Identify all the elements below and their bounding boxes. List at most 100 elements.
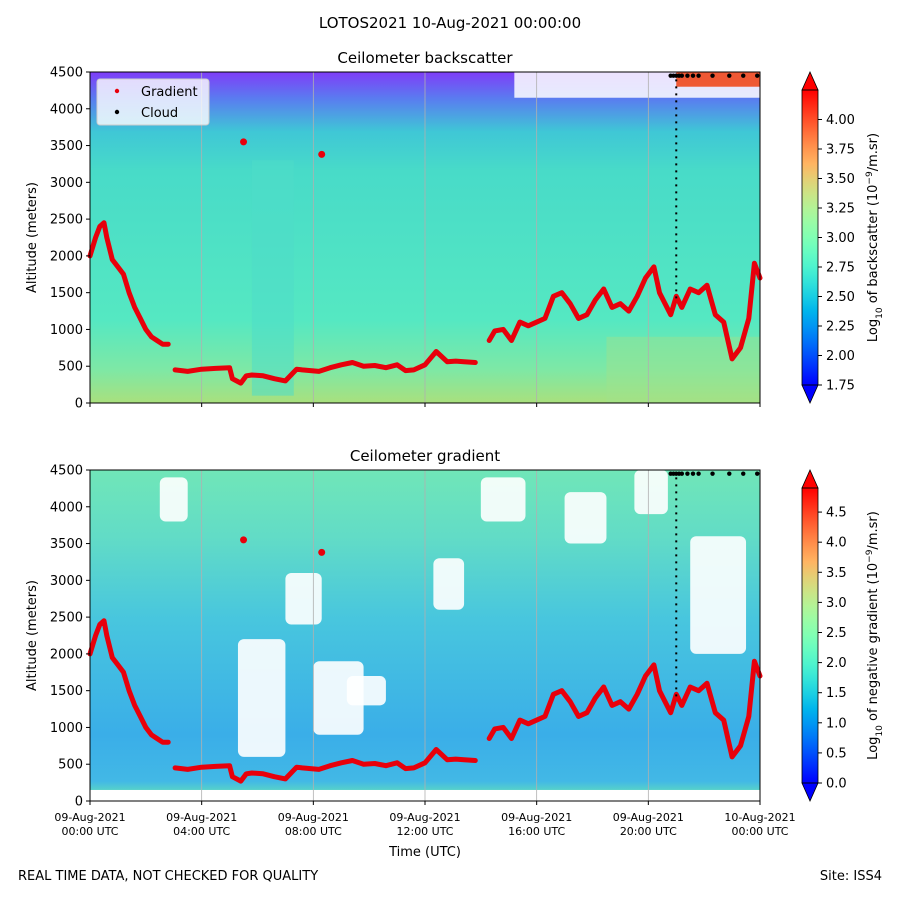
gradient-x-tick-date: 09-Aug-2021 (166, 811, 237, 824)
backscatter-colorbar-tick-label: 3.75 (826, 143, 855, 158)
gradient-colorbar-body (802, 488, 818, 783)
gradient-colorbar-max-extend (801, 469, 819, 489)
gradient-x-tick-date: 09-Aug-2021 (501, 811, 572, 824)
backscatter-gradient-series (87, 220, 171, 347)
gradient-x-tick-date: 09-Aug-2021 (278, 811, 349, 824)
backscatter-colorbar-tick-label: 3.00 (826, 231, 855, 246)
gradient-gradient-series (486, 658, 763, 760)
gradient-colorbar-frame (801, 487, 819, 784)
backscatter-y-tick-label: 0 (75, 397, 83, 412)
backscatter-late-layer (606, 336, 760, 403)
legend: Gradient Cloud (96, 78, 210, 126)
gradient-colorbar-tick-label: 3.5 (826, 566, 847, 581)
backscatter-colorbar-tick-label: 2.50 (826, 290, 855, 305)
legend-marker-cloud (114, 109, 120, 115)
gradient-gradient-point (240, 536, 248, 544)
gradient-colorbar-tick-label: 2.0 (826, 656, 847, 671)
backscatter-cloud-point (727, 73, 732, 78)
backscatter-colorbar-tick-label: 2.75 (826, 261, 855, 276)
backscatter-y-tick-label: 4500 (50, 66, 83, 81)
backscatter-plume (251, 160, 294, 396)
gradient-gradient-series (172, 747, 478, 784)
backscatter-cloud-point (690, 73, 696, 78)
backscatter-cloud-point (679, 73, 685, 78)
backscatter-y-tick-label: 3500 (50, 139, 83, 154)
gradient-y-tick-label: 1500 (50, 684, 83, 699)
backscatter-y-tick-label: 500 (58, 360, 83, 375)
gradient-colorbar-label: Log10 of negative gradient (10−9/m.sr) (865, 511, 885, 760)
gradient-masked-region (480, 477, 526, 522)
gradient-masked-region (346, 675, 386, 706)
backscatter-cloud-point (741, 73, 746, 78)
figure-title: LOTOS2021 10-Aug-2021 00:00:00 (318, 14, 582, 32)
gradient-colorbar-tick-label: 4.5 (826, 506, 847, 521)
gradient-y-tick-label: 2500 (50, 611, 83, 626)
gradient-colorbar: 0.0 0.5 1.0 1.5 2.0 2.5 3.0 3.5 4.0 4.5 Log10 of n… (801, 469, 885, 802)
gradient-x-tick-time: 20:00 UTC (620, 825, 677, 838)
gradient-y-tick-label: 3500 (50, 537, 83, 552)
gradient-colorbar-min-extend (801, 782, 819, 802)
quality-disclaimer: REAL TIME DATA, NOT CHECKED FOR QUALITY (18, 869, 319, 884)
gradient-cloud-point (690, 471, 696, 476)
gradient-gradient-series (87, 618, 171, 745)
gradient-y-tick-label: 2000 (50, 647, 83, 662)
backscatter-y-tick-label: 2000 (50, 249, 83, 264)
gradient-colorbar-tick-label: 0.0 (826, 777, 847, 792)
gradient-y-tick-label: 1000 (50, 721, 83, 736)
backscatter-gradient-series (486, 260, 763, 362)
backscatter-gradient-point (240, 138, 248, 146)
gradient-x-tick-time: 16:00 UTC (508, 825, 565, 838)
gradient-cloud-point (755, 471, 760, 476)
gradient-colorbar-tick-label: 1.0 (826, 716, 847, 731)
backscatter-colorbar-label: Log10 of backscatter (10−9/m.sr) (865, 133, 885, 342)
gradient-masked-region (564, 492, 607, 544)
gradient-y-tick-label: 4000 (50, 500, 83, 515)
gradient-x-tick-date: 09-Aug-2021 (54, 811, 125, 824)
backscatter-colorbar-tick-label: 4.00 (826, 113, 855, 128)
backscatter-colorbar-tick-label: 3.50 (826, 172, 855, 187)
gradient-cloud-point (710, 471, 715, 476)
backscatter-gradient-series (172, 349, 478, 386)
gradient-masked-region (690, 536, 747, 654)
legend-box (96, 78, 210, 126)
backscatter-cloud-point (696, 73, 701, 78)
backscatter-y-axis-label: Altitude (meters) (25, 182, 40, 293)
backscatter-y-tick-label: 1500 (50, 286, 83, 301)
gradient-cloud-point (727, 471, 732, 476)
backscatter-colorbar-tick-label: 1.75 (826, 379, 855, 394)
gradient-cloud-point (685, 471, 690, 476)
gradient-masked-region (634, 470, 668, 515)
site-label: Site: ISS4 (819, 869, 882, 884)
gradient-title: Ceilometer gradient (350, 447, 500, 465)
gradient-cloud-point (741, 471, 746, 476)
gradient-x-tick-date: 09-Aug-2021 (389, 811, 460, 824)
backscatter-colorbar-body (802, 90, 818, 385)
gradient-x-tick-time: 00:00 UTC (731, 825, 788, 838)
gradient-colorbar-tick-label: 0.5 (826, 746, 847, 761)
backscatter-colorbar-tick-label: 2.25 (826, 320, 855, 335)
legend-label-gradient: Gradient (141, 85, 198, 100)
backscatter-title: Ceilometer backscatter (337, 49, 513, 67)
gradient-x-tick-time: 12:00 UTC (396, 825, 453, 838)
gradient-cloud-point (696, 471, 701, 476)
legend-marker-gradient (114, 88, 120, 94)
gradient-colorbar-tick-label: 1.5 (826, 686, 847, 701)
backscatter-panel: Ceilometer backscatter 0 500 1000 1500 2000 25… (25, 49, 885, 412)
gradient-colorbar-tick-label: 4.0 (826, 536, 847, 551)
gradient-x-axis-label: Time (UTC) (388, 845, 461, 860)
gradient-masked-region (237, 639, 286, 757)
backscatter-colorbar: 1.75 2.00 2.25 2.50 2.75 3.00 3.25 3.50 3.75 4.00… (801, 71, 885, 404)
gradient-cloud-point (679, 471, 685, 476)
backscatter-colorbar-max-extend (801, 71, 819, 91)
gradient-x-tick-time: 04:00 UTC (173, 825, 230, 838)
gradient-y-tick-label: 500 (58, 758, 83, 773)
gradient-colorbar-tick-label: 2.5 (826, 626, 847, 641)
legend-label-cloud: Cloud (141, 106, 178, 121)
backscatter-y-tick-label: 1000 (50, 323, 83, 338)
backscatter-y-tick-label: 3000 (50, 176, 83, 191)
backscatter-colorbar-tick-label: 2.00 (826, 349, 855, 364)
gradient-y-axis-label: Altitude (meters) (25, 580, 40, 691)
gradient-y-tick-label: 3000 (50, 574, 83, 589)
gradient-x-tick-date: 09-Aug-2021 (613, 811, 684, 824)
